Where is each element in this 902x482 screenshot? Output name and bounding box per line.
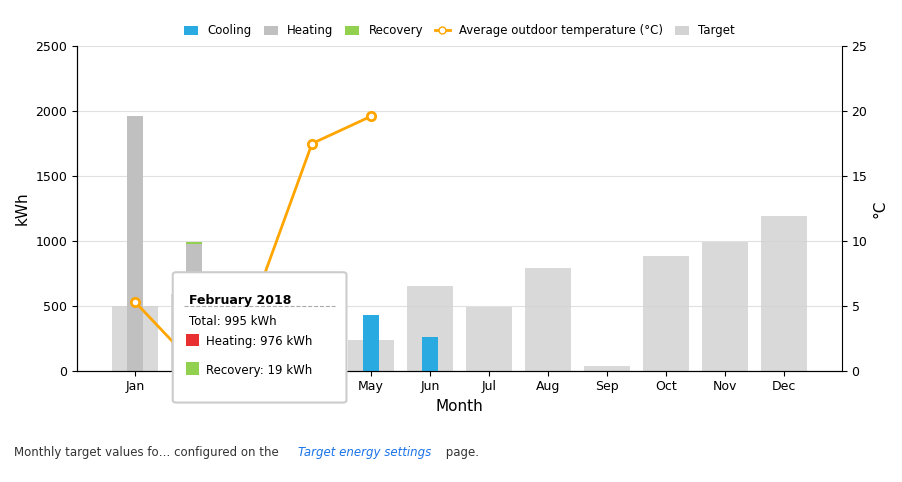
Text: Total: 995 kWh: Total: 995 kWh <box>189 315 277 328</box>
Bar <box>760 216 806 371</box>
Y-axis label: kWh: kWh <box>15 192 30 225</box>
Bar <box>584 366 630 371</box>
Text: page.: page. <box>442 446 479 459</box>
Text: February 2018: February 2018 <box>189 294 291 307</box>
Bar <box>421 337 437 371</box>
Text: Recovery: 19 kWh: Recovery: 19 kWh <box>206 364 312 377</box>
Bar <box>701 242 747 371</box>
Bar <box>363 315 379 371</box>
Bar <box>186 241 202 244</box>
Bar <box>112 306 158 371</box>
Bar <box>244 294 261 371</box>
Bar <box>642 256 688 371</box>
Text: Monthly target values fo… configured on the: Monthly target values fo… configured on … <box>14 446 281 459</box>
Text: Target energy settings: Target energy settings <box>298 446 431 459</box>
Bar <box>407 286 453 371</box>
Bar <box>465 307 511 371</box>
Bar <box>230 319 276 371</box>
Y-axis label: °C: °C <box>872 199 887 218</box>
Bar <box>347 339 393 371</box>
Bar <box>186 362 199 375</box>
Bar <box>186 334 199 346</box>
Bar <box>186 244 202 371</box>
Bar <box>170 294 216 371</box>
Bar <box>524 268 570 371</box>
Text: Heating: 976 kWh: Heating: 976 kWh <box>206 335 312 348</box>
X-axis label: Month: Month <box>435 399 483 414</box>
Legend: Cooling, Heating, Recovery, Average outdoor temperature (°C), Target: Cooling, Heating, Recovery, Average outd… <box>179 20 739 42</box>
FancyBboxPatch shape <box>172 272 346 402</box>
Bar <box>244 292 261 294</box>
Bar <box>289 338 335 371</box>
Bar <box>126 116 143 371</box>
